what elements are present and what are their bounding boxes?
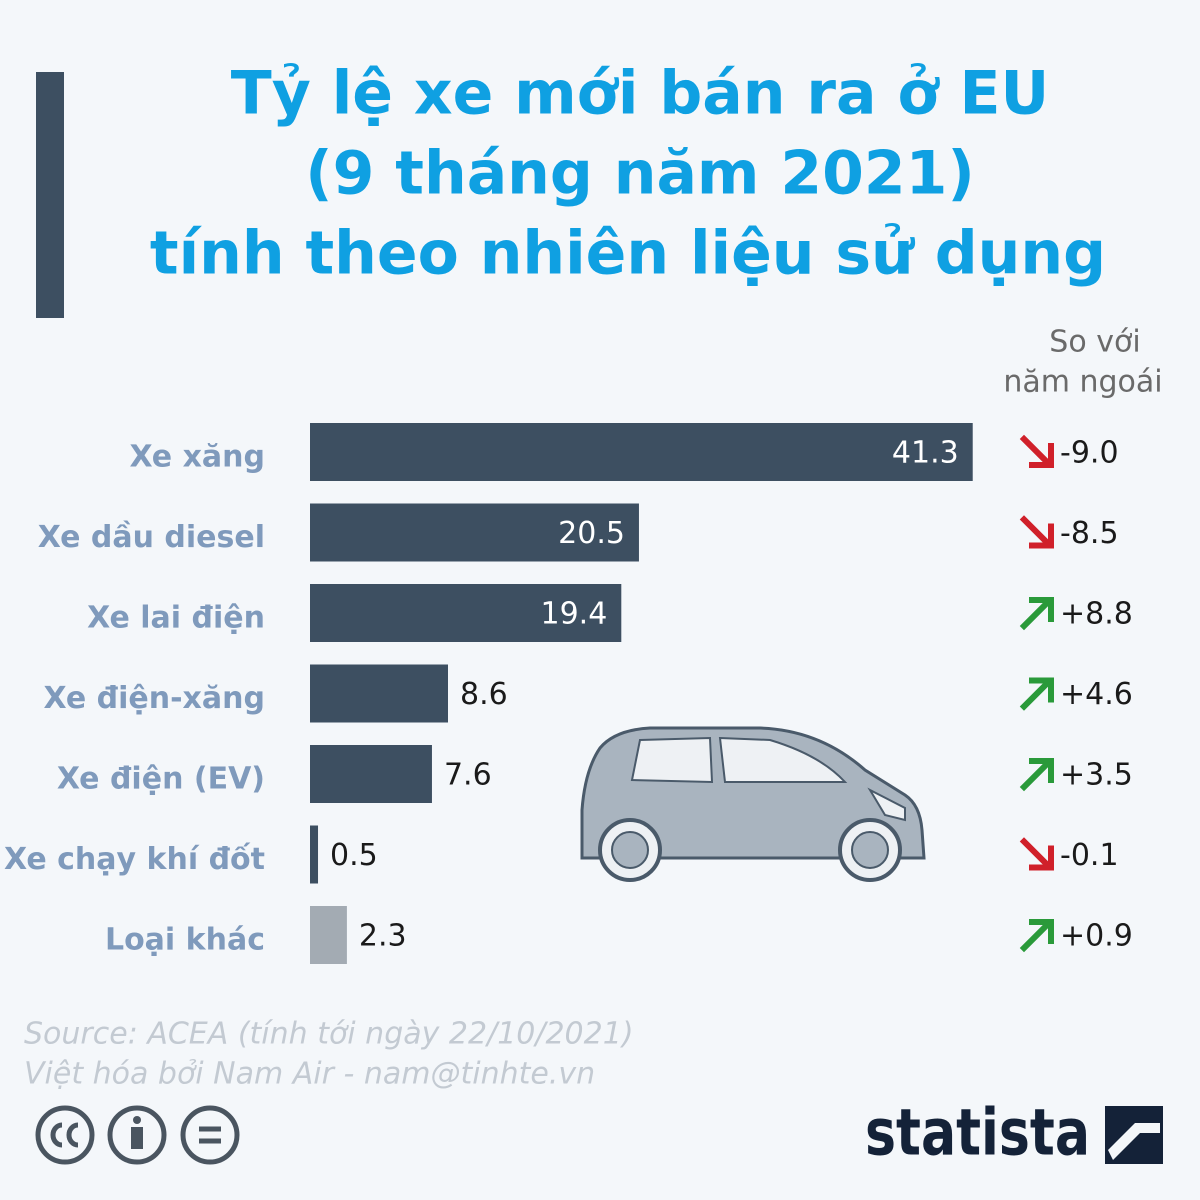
- category-label: Xe xăng: [129, 440, 265, 475]
- bar: [310, 745, 432, 803]
- value-label: 41.3: [892, 436, 959, 471]
- change-arrow-up: [1019, 677, 1054, 711]
- title-accent: [36, 72, 64, 318]
- bar: [310, 584, 622, 642]
- source-line: Source: ACEA (tính tới ngày 22/10/2021): [24, 1017, 634, 1052]
- change-arrow-down: [1019, 515, 1054, 549]
- change-arrow-up: [1019, 597, 1054, 631]
- value-label: 19.4: [541, 597, 608, 632]
- title-line: Tỷ lệ xe mới bán ra ở EU: [231, 59, 1049, 129]
- license-icons: [35, 1105, 240, 1165]
- bar: [310, 423, 973, 481]
- value-label: 0.5: [330, 838, 378, 873]
- logo-icon: [1105, 1106, 1163, 1164]
- change-header-line: năm ngoái: [1003, 365, 1162, 400]
- change-label: -9.0: [1060, 436, 1119, 471]
- change-label: +0.9: [1060, 919, 1133, 954]
- change-header-line: So với: [1049, 325, 1140, 360]
- bar: [310, 906, 347, 964]
- title-line: (9 tháng năm 2021): [305, 139, 975, 209]
- change-label: +8.8: [1060, 597, 1133, 632]
- value-label: 20.5: [558, 516, 625, 551]
- bar: [310, 503, 639, 562]
- change-arrow-up: [1019, 758, 1054, 792]
- value-label: 7.6: [444, 758, 492, 793]
- category-label: Xe chạy khí đốt: [4, 842, 265, 877]
- logo: statista: [865, 1097, 1090, 1171]
- category-label: Xe lai điện: [87, 601, 265, 636]
- change-arrow-down: [1019, 837, 1054, 871]
- category-label: Xe điện-xăng: [44, 681, 265, 716]
- category-label: Loại khác: [105, 923, 265, 958]
- value-label: 2.3: [359, 919, 407, 954]
- title-line: tính theo nhiên liệu sử dụng: [150, 219, 1106, 289]
- change-label: -0.1: [1060, 838, 1119, 873]
- source: Source: ACEA (tính tới ngày 22/10/2021) …: [24, 1017, 634, 1092]
- bar: [310, 825, 319, 884]
- value-label: 8.6: [460, 677, 508, 712]
- car-illustration: [580, 726, 926, 882]
- category-label: Xe điện (EV): [57, 762, 265, 797]
- category-label: Xe dầu diesel: [38, 520, 265, 555]
- change-label: +4.6: [1060, 677, 1133, 712]
- source-line: Việt hóa bởi Nam Air - nam@tinhte.vn: [24, 1057, 595, 1092]
- title: Tỷ lệ xe mới bán ra ở EU (9 tháng năm 20…: [150, 59, 1106, 289]
- change-arrow-down: [1019, 434, 1054, 468]
- change-arrow-up: [1019, 919, 1054, 953]
- bar: [310, 664, 448, 723]
- change-label: -8.5: [1060, 516, 1119, 551]
- change-label: +3.5: [1060, 758, 1133, 793]
- change-header: So với năm ngoái: [1003, 325, 1162, 400]
